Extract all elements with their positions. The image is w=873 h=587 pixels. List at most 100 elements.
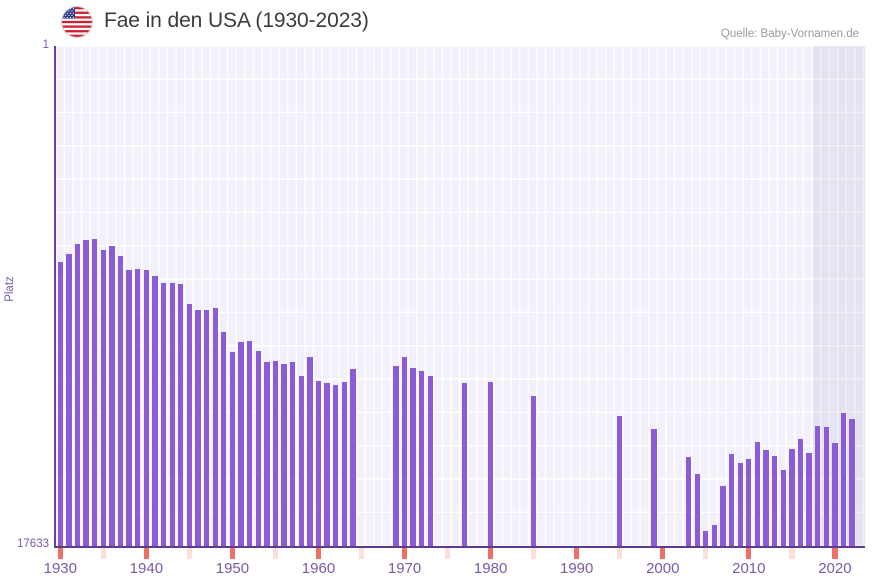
x-tick-major	[746, 548, 752, 559]
bar	[823, 427, 829, 546]
bar	[849, 418, 855, 546]
bar	[238, 342, 244, 546]
chart-source-label: Quelle: Baby-Vornamen.de	[720, 28, 859, 40]
bar	[221, 332, 227, 546]
bar	[720, 485, 726, 546]
x-axis-tick-label: 1960	[301, 560, 336, 577]
bar	[264, 362, 270, 546]
x-tick-minor	[100, 548, 106, 559]
shaded-region	[813, 46, 865, 546]
bar	[780, 469, 786, 546]
bar	[763, 450, 769, 546]
bar	[246, 340, 253, 546]
bar	[487, 382, 494, 546]
bar	[685, 457, 692, 546]
bar	[109, 245, 115, 546]
bar	[92, 238, 98, 546]
bar	[746, 458, 752, 546]
x-tick-major	[832, 548, 838, 559]
bar	[66, 254, 72, 546]
x-tick-minor	[617, 548, 623, 559]
x-tick-minor	[272, 548, 279, 559]
x-axis-tick-label: 1980	[473, 560, 508, 577]
x-axis-tick-label: 1940	[129, 560, 164, 577]
bar	[410, 367, 416, 546]
bar	[771, 455, 778, 546]
bar	[427, 376, 434, 546]
bar	[324, 383, 330, 546]
y-axis-tick-bottom: 17633	[17, 538, 49, 550]
bar	[711, 525, 718, 546]
page-title: Fae in den USA (1930-2023)	[104, 9, 369, 32]
x-tick-minor	[358, 548, 365, 559]
bar	[462, 383, 468, 546]
x-tick-major	[57, 548, 63, 559]
bar	[281, 363, 287, 546]
bar	[694, 474, 700, 546]
bar	[178, 284, 184, 546]
y-axis-title: Platz	[4, 276, 16, 302]
bar	[255, 350, 261, 546]
bar	[203, 309, 210, 546]
x-axis-line	[54, 545, 865, 548]
bar	[212, 308, 218, 546]
x-tick-minor	[530, 548, 537, 559]
x-axis-tick-label: 1930	[43, 560, 77, 577]
bar	[651, 428, 657, 546]
bar	[117, 255, 124, 546]
x-tick-major	[229, 548, 236, 559]
bar	[703, 530, 709, 546]
chart-plot-area	[56, 46, 865, 546]
bar	[806, 452, 812, 546]
bar	[728, 454, 735, 546]
bar	[754, 441, 761, 546]
bar	[530, 396, 537, 546]
bar	[160, 282, 167, 546]
bar	[307, 356, 313, 546]
x-tick-major	[574, 548, 580, 559]
bar	[737, 462, 743, 546]
bar	[74, 244, 81, 546]
bar	[797, 438, 804, 546]
bar	[152, 275, 158, 546]
bar	[832, 442, 838, 546]
x-tick-minor	[444, 548, 451, 559]
y-axis-tick-top: 1	[42, 39, 49, 51]
bar	[393, 366, 399, 546]
x-axis-ticks	[56, 548, 865, 560]
bar	[229, 352, 236, 546]
x-tick-major	[487, 548, 494, 559]
bar	[419, 370, 425, 546]
bar	[143, 270, 150, 546]
x-axis-tick-label: 1950	[215, 560, 250, 577]
x-tick-major	[143, 548, 150, 559]
bar	[315, 380, 322, 546]
x-axis-tick-label: 2010	[732, 560, 766, 577]
bar	[341, 382, 347, 546]
us-flag-icon	[62, 7, 92, 37]
x-axis-tick-label: 2000	[646, 560, 680, 577]
x-axis-tick-label: 1970	[387, 560, 422, 577]
bar	[126, 270, 132, 546]
bar	[298, 376, 304, 546]
bar	[272, 360, 279, 546]
bar	[401, 356, 408, 546]
y-axis-line	[54, 46, 57, 547]
x-axis-tick-label: 2020	[818, 560, 852, 577]
bar	[333, 384, 339, 546]
bar	[290, 362, 296, 546]
x-tick-minor	[703, 548, 709, 559]
bar	[186, 304, 193, 546]
bar	[83, 240, 89, 546]
x-tick-minor	[789, 548, 795, 559]
bar-series	[56, 46, 865, 546]
bar	[135, 268, 141, 546]
x-tick-major	[401, 548, 408, 559]
chart-header: Fae in den USA (1930-2023) Quelle: Baby-…	[0, 0, 873, 42]
bar	[100, 250, 106, 546]
bar	[195, 309, 201, 546]
bar	[57, 261, 63, 546]
bar	[617, 416, 623, 546]
x-axis-tick-label: 1990	[559, 560, 594, 577]
bar	[169, 282, 175, 546]
